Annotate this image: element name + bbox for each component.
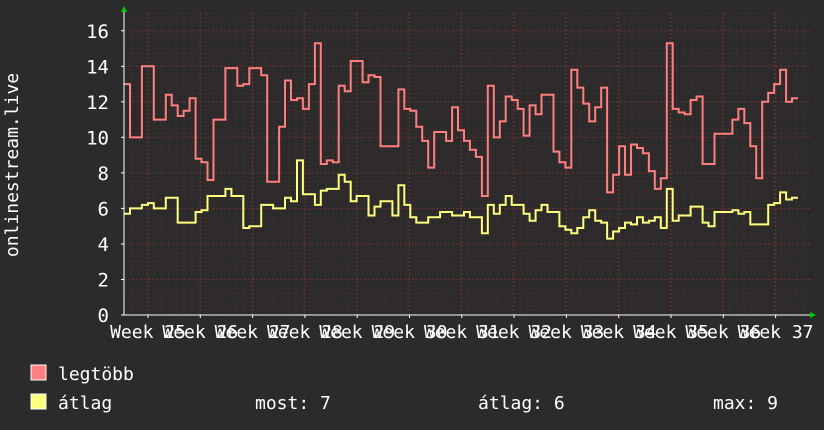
y-tick-label: 14: [86, 56, 109, 78]
legend-swatch-avg: [30, 393, 47, 410]
axes-layer: [121, 6, 816, 318]
y-tick-label: 8: [98, 163, 109, 185]
series-line-avg: [124, 159, 798, 240]
x-tick-label: Week 25: [110, 322, 186, 343]
y-axis-label: onlinestream.live: [2, 73, 23, 257]
stat-current: most: 7: [255, 393, 331, 414]
x-axis-arrow-icon: [810, 312, 816, 318]
y-axis-arrow-icon: [121, 6, 127, 12]
x-tick-label: Week 31: [424, 322, 500, 343]
x-tick-label: Week 29: [319, 322, 395, 343]
x-tick-label: Week 35: [633, 322, 709, 343]
x-tick-label: Week 36: [685, 322, 761, 343]
stat-maximum: max: 9: [713, 393, 778, 414]
x-tick-label: Week 28: [267, 322, 343, 343]
y-tick-label: 12: [86, 92, 109, 114]
x-tick-label: Week 30: [372, 322, 448, 343]
stat-average: átlag: 6: [478, 393, 565, 414]
x-tick-label: Week 32: [476, 322, 552, 343]
series-layer: [124, 42, 798, 240]
series-line-max: [124, 42, 798, 197]
y-tick-label: 16: [86, 21, 109, 43]
y-tick-label: 2: [98, 269, 109, 291]
y-tick-label: 4: [98, 234, 109, 256]
x-tick-label: Week 34: [581, 322, 657, 343]
x-tick-label: Week 27: [215, 322, 291, 343]
y-tick-label: 0: [98, 305, 109, 327]
x-tick-label: Week 26: [162, 322, 238, 343]
legend-label-max: legtöbb: [58, 364, 134, 385]
x-tick-label: Week 33: [528, 322, 604, 343]
x-tick-label: Week 37: [738, 322, 814, 343]
y-tick-label: 10: [86, 127, 109, 149]
legend-swatch-max: [30, 364, 47, 381]
legend-label-avg: átlag: [58, 393, 112, 414]
y-tick-label: 6: [98, 198, 109, 220]
